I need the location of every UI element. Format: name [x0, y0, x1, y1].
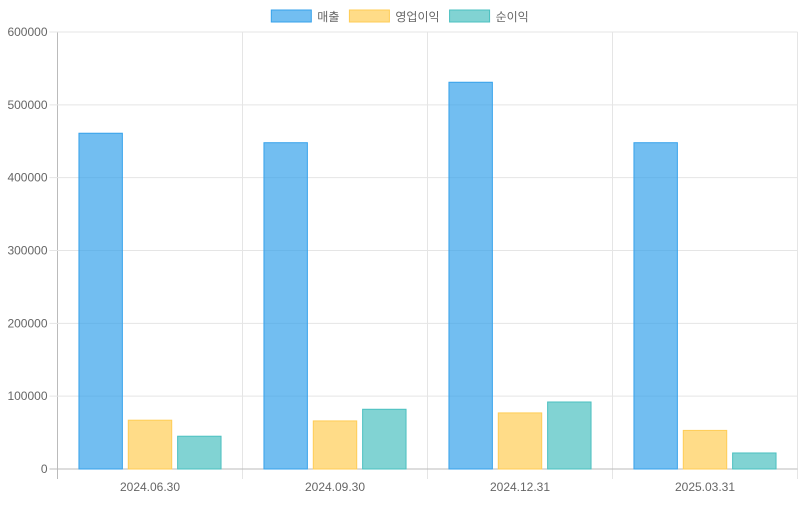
legend-label: 영업이익: [395, 10, 439, 24]
bar[interactable]: [362, 408, 407, 470]
x-tick-label: 2024.06.30: [120, 480, 180, 494]
grid: [49, 31, 798, 479]
x-tick-label: 2025.03.31: [675, 480, 735, 494]
y-tick-label: 600000: [7, 25, 47, 39]
bar[interactable]: [497, 412, 543, 470]
legend-label: 매출: [317, 10, 339, 24]
bar[interactable]: [547, 401, 592, 470]
legend-item[interactable]: 순이익: [449, 9, 529, 24]
y-tick-label: 300000: [7, 244, 47, 258]
bars: [78, 81, 777, 470]
bar[interactable]: [263, 142, 308, 470]
legend-swatch: [449, 9, 491, 23]
bar[interactable]: [448, 81, 493, 470]
legend-label: 순이익: [496, 10, 529, 24]
y-tick-label: 100000: [7, 389, 47, 403]
y-tick-label: 400000: [7, 171, 47, 185]
bar[interactable]: [312, 420, 358, 470]
legend-item[interactable]: 매출: [270, 9, 339, 24]
x-tick-label: 2024.12.31: [490, 480, 550, 494]
y-tick-label: 500000: [7, 98, 47, 112]
legend-swatch: [270, 9, 312, 23]
bar[interactable]: [732, 452, 777, 470]
bar[interactable]: [682, 429, 728, 470]
x-tick-label: 2024.09.30: [305, 480, 365, 494]
legend-swatch: [348, 9, 390, 23]
y-tick-label: 200000: [7, 316, 47, 330]
legend-item[interactable]: 영업이익: [348, 9, 440, 24]
bar[interactable]: [177, 435, 222, 470]
legend[interactable]: 매출 영업이익 순이익: [270, 9, 529, 24]
bar[interactable]: [78, 132, 123, 470]
bar[interactable]: [633, 142, 678, 470]
y-tick-label: 0: [41, 462, 48, 476]
axes: 0 100000 200000 300000 400000 500000 600000 202…: [7, 25, 735, 494]
bar[interactable]: [127, 419, 173, 470]
